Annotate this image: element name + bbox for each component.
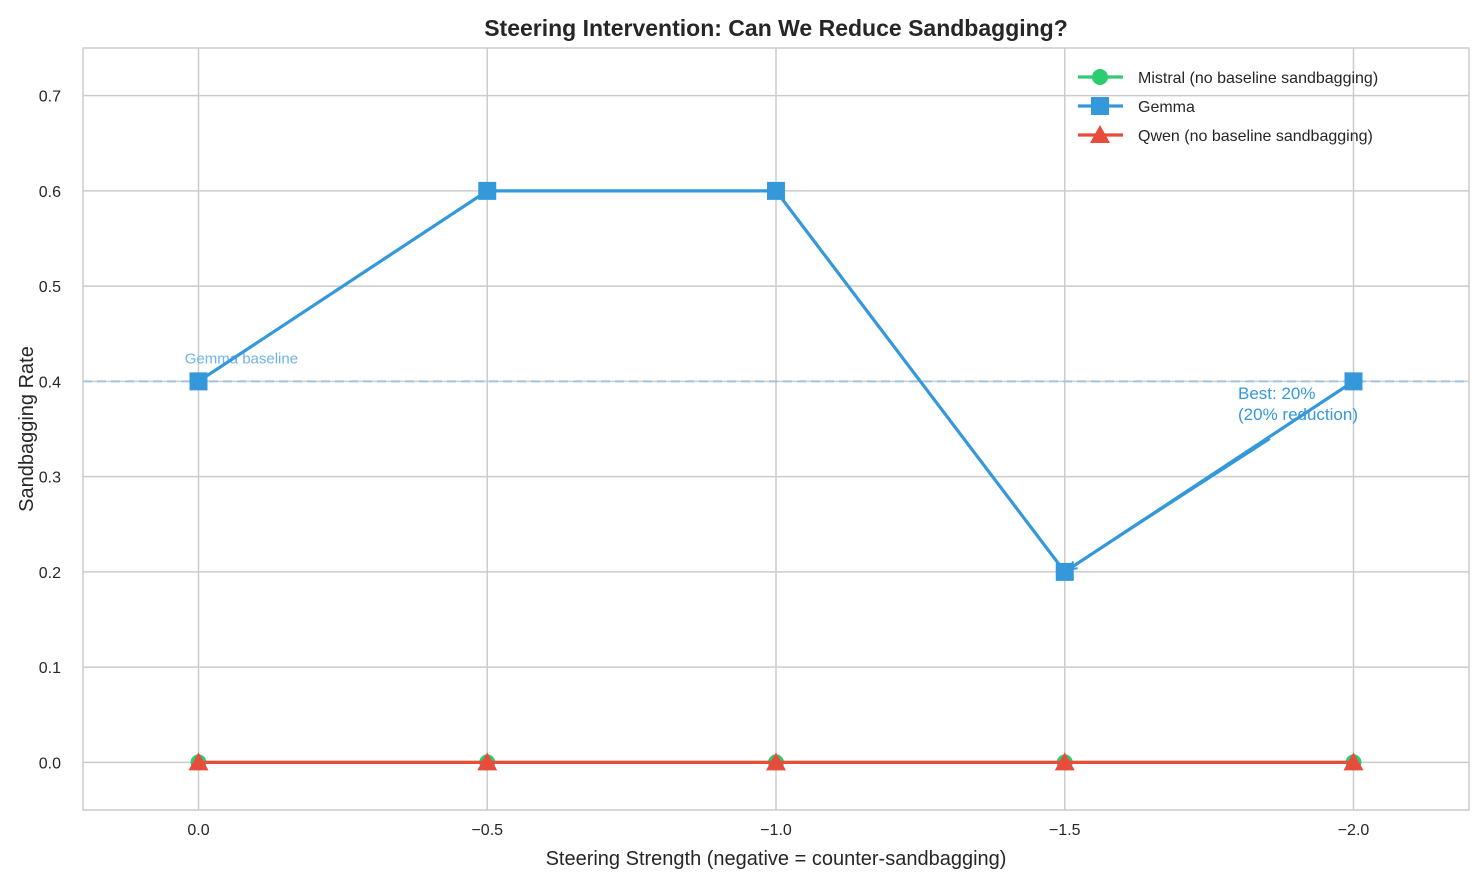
data-point [188, 752, 209, 771]
chart-title: Steering Intervention: Can We Reduce San… [484, 15, 1068, 41]
grid [83, 48, 1469, 810]
annotation-group: Best: 20% (20% reduction) [1065, 384, 1358, 572]
data-point [189, 372, 208, 391]
legend-marker [1091, 97, 1109, 115]
x-axis-label: Steering Strength (negative = counter-sa… [546, 848, 1007, 870]
legend-item: Qwen (no baseline sandbagging) [1078, 125, 1373, 145]
y-tick-label: 0.2 [39, 565, 61, 582]
legend-marker [1092, 69, 1108, 85]
data-point [767, 181, 785, 200]
x-tick-label: −1.5 [1049, 822, 1081, 839]
data-point [477, 752, 498, 771]
data-point [1343, 752, 1364, 771]
legend-label: Gemma [1138, 99, 1195, 116]
y-tick-label: 0.7 [39, 89, 61, 106]
y-tick-label: 0.0 [39, 755, 61, 772]
y-tick-label: 0.4 [39, 374, 61, 391]
data-point [766, 752, 786, 771]
arrow-head-icon [1065, 561, 1078, 572]
data-point [1344, 372, 1363, 391]
plot-frame [82, 47, 1470, 811]
annotation-text: Best: 20% [1238, 384, 1316, 403]
y-tick-label: 0.1 [39, 660, 61, 677]
legend-item: Gemma [1078, 97, 1195, 116]
legend-marker [1090, 125, 1110, 143]
data-point [1054, 752, 1075, 771]
series-qwen [188, 752, 1364, 771]
legend: Mistral (no baseline sandbagging) Gemma Qw… [1078, 69, 1378, 145]
x-tick-label: −2.0 [1338, 822, 1370, 839]
legend-label: Mistral (no baseline sandbagging) [1138, 70, 1378, 87]
legend-item: Mistral (no baseline sandbagging) [1078, 69, 1378, 87]
tick-labels: 0.0 −0.5 −1.0 −1.5 −2.0 0.0 0.1 0.2 0.3 0.4 0.5 0.6… [39, 89, 1370, 839]
baseline-label: Gemma baseline [185, 350, 298, 367]
legend-label: Qwen (no baseline sandbagging) [1138, 128, 1373, 145]
y-axis-label: Sandbagging Rate [16, 346, 38, 512]
annotation-arrow [1067, 438, 1271, 571]
x-tick-label: 0.0 [187, 822, 209, 839]
series-group [188, 181, 1364, 771]
data-point [478, 181, 497, 200]
x-tick-label: −1.0 [760, 822, 792, 839]
y-tick-label: 0.5 [39, 279, 61, 296]
annotation-text: (20% reduction) [1238, 405, 1358, 424]
y-tick-label: 0.6 [39, 184, 61, 201]
reference-line-group: Gemma baseline [83, 350, 1469, 383]
x-tick-label: −0.5 [471, 822, 503, 839]
y-tick-label: 0.3 [39, 470, 61, 487]
